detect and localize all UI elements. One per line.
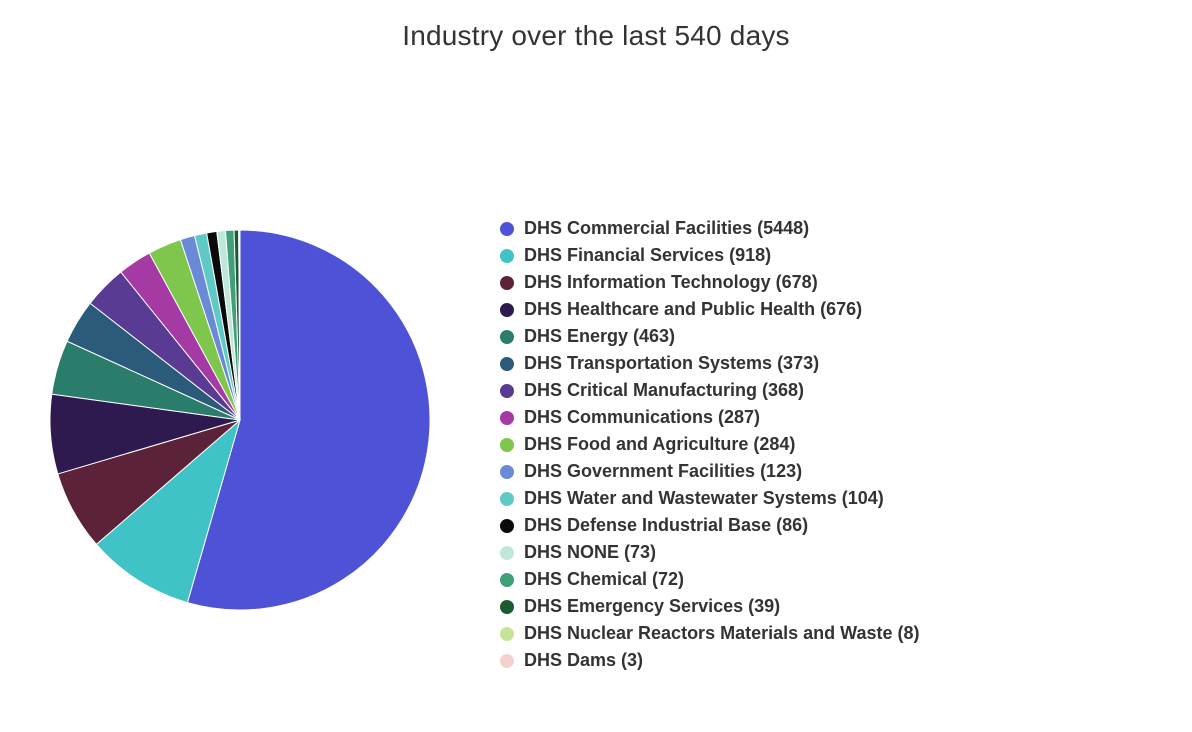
legend-item[interactable]: DHS Financial Services (918) — [500, 242, 919, 269]
legend-item[interactable]: DHS Energy (463) — [500, 323, 919, 350]
pie-svg — [40, 220, 440, 620]
pie-chart — [40, 220, 440, 620]
legend-swatch-icon — [500, 492, 514, 506]
legend-swatch-icon — [500, 276, 514, 290]
legend-label: DHS Nuclear Reactors Materials and Waste… — [524, 623, 919, 644]
legend-swatch-icon — [500, 249, 514, 263]
legend-label: DHS Transportation Systems (373) — [524, 353, 819, 374]
chart-title: Industry over the last 540 days — [0, 20, 1192, 52]
legend-label: DHS Financial Services (918) — [524, 245, 771, 266]
legend-label: DHS Communications (287) — [524, 407, 760, 428]
legend-label: DHS Commercial Facilities (5448) — [524, 218, 809, 239]
legend-item[interactable]: DHS Commercial Facilities (5448) — [500, 215, 919, 242]
legend-item[interactable]: DHS Chemical (72) — [500, 566, 919, 593]
legend-item[interactable]: DHS Defense Industrial Base (86) — [500, 512, 919, 539]
legend-item[interactable]: DHS Communications (287) — [500, 404, 919, 431]
legend-item[interactable]: DHS Food and Agriculture (284) — [500, 431, 919, 458]
legend-label: DHS Government Facilities (123) — [524, 461, 802, 482]
legend-swatch-icon — [500, 519, 514, 533]
legend-swatch-icon — [500, 627, 514, 641]
legend-swatch-icon — [500, 357, 514, 371]
legend-label: DHS Defense Industrial Base (86) — [524, 515, 808, 536]
legend-item[interactable]: DHS Government Facilities (123) — [500, 458, 919, 485]
legend-swatch-icon — [500, 222, 514, 236]
legend-label: DHS Dams (3) — [524, 650, 643, 671]
legend-label: DHS Critical Manufacturing (368) — [524, 380, 804, 401]
legend-label: DHS Information Technology (678) — [524, 272, 818, 293]
legend-label: DHS Emergency Services (39) — [524, 596, 780, 617]
legend-swatch-icon — [500, 438, 514, 452]
legend-swatch-icon — [500, 573, 514, 587]
legend-item[interactable]: DHS Transportation Systems (373) — [500, 350, 919, 377]
legend-swatch-icon — [500, 303, 514, 317]
legend-label: DHS Water and Wastewater Systems (104) — [524, 488, 884, 509]
chart-container: Industry over the last 540 days DHS Comm… — [0, 0, 1192, 732]
legend-swatch-icon — [500, 411, 514, 425]
legend-swatch-icon — [500, 330, 514, 344]
legend-item[interactable]: DHS Nuclear Reactors Materials and Waste… — [500, 620, 919, 647]
legend: DHS Commercial Facilities (5448) DHS Fina… — [500, 215, 919, 674]
legend-swatch-icon — [500, 384, 514, 398]
legend-item[interactable]: DHS Emergency Services (39) — [500, 593, 919, 620]
legend-item[interactable]: DHS NONE (73) — [500, 539, 919, 566]
legend-swatch-icon — [500, 600, 514, 614]
legend-item[interactable]: DHS Water and Wastewater Systems (104) — [500, 485, 919, 512]
legend-label: DHS Chemical (72) — [524, 569, 684, 590]
legend-label: DHS Food and Agriculture (284) — [524, 434, 795, 455]
legend-label: DHS NONE (73) — [524, 542, 656, 563]
legend-item[interactable]: DHS Healthcare and Public Health (676) — [500, 296, 919, 323]
legend-item[interactable]: DHS Dams (3) — [500, 647, 919, 674]
legend-swatch-icon — [500, 654, 514, 668]
legend-swatch-icon — [500, 465, 514, 479]
legend-item[interactable]: DHS Information Technology (678) — [500, 269, 919, 296]
legend-item[interactable]: DHS Critical Manufacturing (368) — [500, 377, 919, 404]
legend-label: DHS Energy (463) — [524, 326, 675, 347]
legend-swatch-icon — [500, 546, 514, 560]
legend-label: DHS Healthcare and Public Health (676) — [524, 299, 862, 320]
